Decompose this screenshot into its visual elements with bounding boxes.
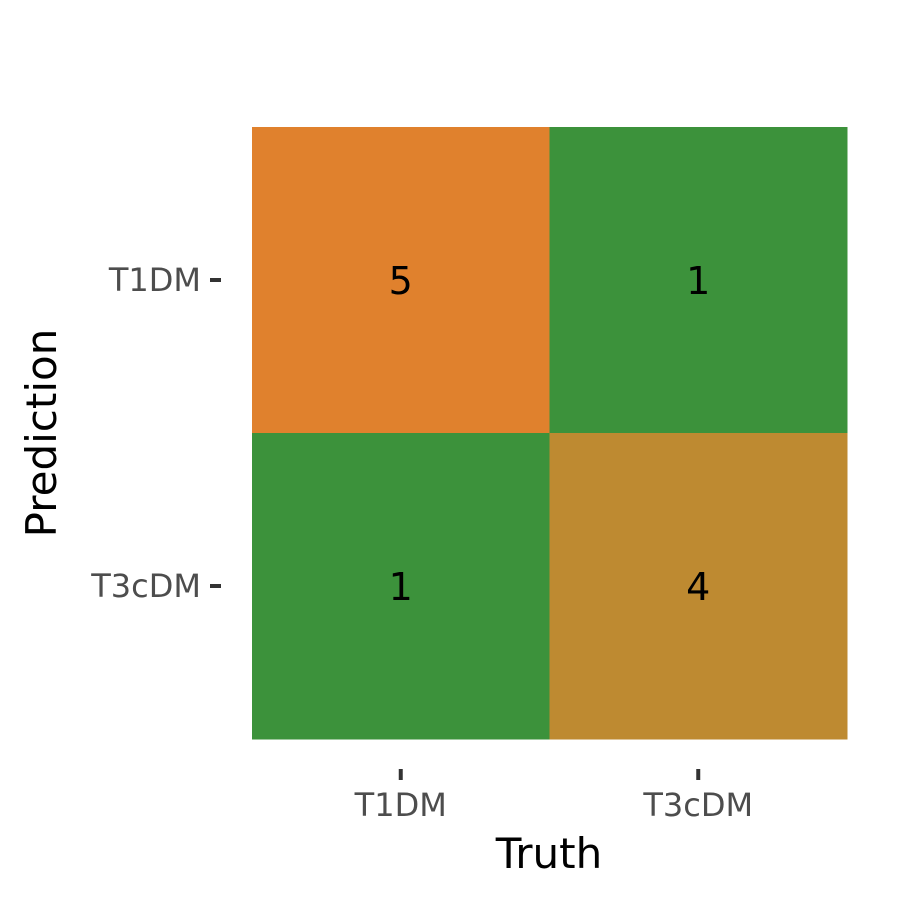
cell-value-label: 4 [686, 565, 710, 609]
cell-value-labels: 5 1 1 4 [389, 259, 711, 609]
heatmap-cells [252, 127, 848, 740]
heatmap-cell [549, 127, 848, 434]
x-tick-label: T1DM [354, 786, 447, 824]
heatmap-cell [549, 433, 848, 740]
x-axis-ticks: T1DM T3cDM [354, 769, 753, 824]
x-axis-title: Truth [495, 829, 602, 878]
y-axis-title: Prediction [17, 329, 66, 538]
cell-value-label: 1 [389, 565, 413, 609]
y-tick-label: T3cDM [90, 567, 201, 605]
heatmap-cell [252, 433, 550, 740]
y-tick-label: T1DM [108, 261, 201, 299]
cell-value-label: 5 [389, 259, 413, 303]
y-axis-ticks: T1DM T3cDM [90, 261, 221, 605]
cell-value-label: 1 [686, 259, 710, 303]
heatmap-cell [252, 127, 550, 434]
x-tick-label: T3cDM [642, 786, 753, 824]
